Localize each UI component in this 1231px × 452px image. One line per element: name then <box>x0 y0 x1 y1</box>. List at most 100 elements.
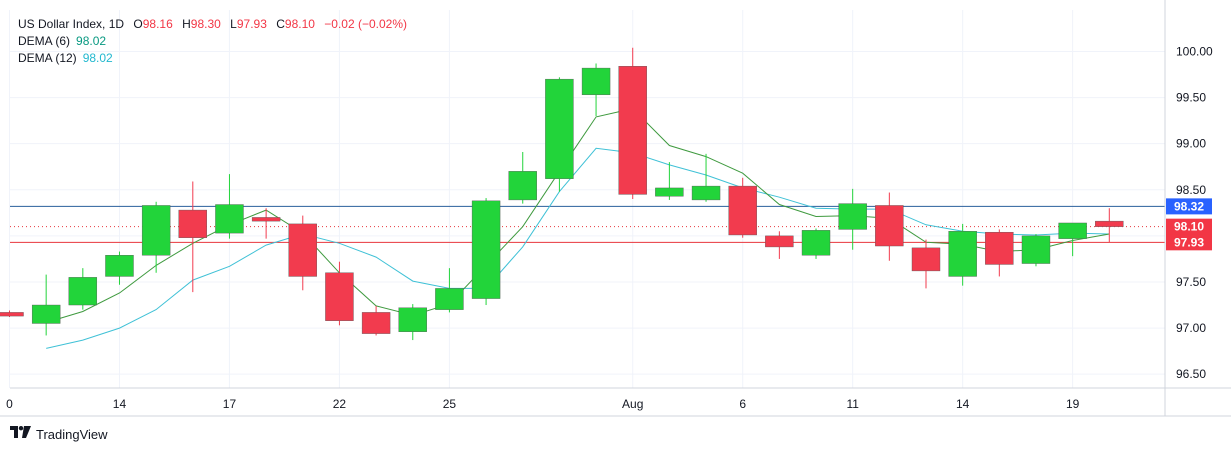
candle-down <box>0 310 24 318</box>
candle-up <box>801 228 831 259</box>
candle-body <box>545 78 574 179</box>
price-tag <box>1166 198 1212 215</box>
candle-down <box>361 305 391 336</box>
candle-up <box>215 174 244 239</box>
price-tag <box>1166 234 1212 251</box>
candle-body <box>838 203 867 230</box>
candle-body <box>581 67 611 96</box>
x-tick-label: 19 <box>1066 397 1080 411</box>
candle-up <box>398 304 427 341</box>
x-tick-label: 14 <box>956 397 970 411</box>
candle-body <box>691 185 721 201</box>
candle-body <box>618 66 647 195</box>
candle-up <box>655 162 684 200</box>
candle-body <box>325 272 354 321</box>
candle-body <box>765 235 794 248</box>
candle-up <box>948 223 977 286</box>
candle-up <box>1058 222 1087 257</box>
candle-body <box>0 312 24 317</box>
candle-up <box>141 201 171 273</box>
price-tag-label: 98.10 <box>1174 220 1204 234</box>
candles <box>0 47 1124 341</box>
candle-body <box>728 185 757 236</box>
candle-up <box>545 77 574 192</box>
candle-down <box>178 181 208 293</box>
change-value: −0.02 (−0.02%) <box>324 17 407 31</box>
candle-up <box>1021 234 1051 267</box>
dema12-label: DEMA (12) <box>18 51 77 65</box>
dema6-label: DEMA (6) <box>18 34 71 48</box>
candle-body <box>398 307 427 332</box>
candle-down <box>618 47 647 199</box>
candle-body <box>361 312 391 334</box>
candle-up <box>68 268 98 310</box>
symbol-title[interactable]: US Dollar Index, 1D <box>18 17 125 31</box>
price-tag-label: 98.32 <box>1174 199 1204 213</box>
low-value: 97.93 <box>236 17 267 31</box>
open-value: 98.16 <box>142 17 173 31</box>
candle-up <box>31 274 61 336</box>
candle-down <box>875 192 904 261</box>
candle-body <box>875 205 904 247</box>
price-tag <box>1166 218 1212 235</box>
candle-body <box>985 231 1014 265</box>
dema12-line <box>46 147 1110 349</box>
x-tick-label: 0 <box>6 397 13 411</box>
candle-up <box>105 251 134 285</box>
tradingview-logo-icon <box>10 426 32 442</box>
candle-body <box>911 247 941 272</box>
y-tick-label: 100.00 <box>1176 44 1213 58</box>
open-label: O <box>133 17 143 31</box>
price-tag-label: 97.93 <box>1174 235 1204 249</box>
x-tick-label: Aug <box>622 397 643 411</box>
y-tick-label: 96.50 <box>1176 367 1206 381</box>
candle-body <box>105 255 134 277</box>
candle-body <box>31 304 61 324</box>
x-tick-label: 14 <box>113 397 127 411</box>
dema12-row[interactable]: DEMA (12) 98.02 <box>18 50 407 67</box>
candle-up <box>691 153 721 202</box>
candle-down <box>288 215 317 291</box>
y-tick-label: 97.50 <box>1176 275 1206 289</box>
chart-legend: US Dollar Index, 1D O98.16 H98.30 L97.93… <box>18 16 407 67</box>
x-tick-label: 11 <box>846 397 859 411</box>
y-tick-label: 97.00 <box>1176 321 1206 335</box>
candle-down <box>911 239 941 289</box>
x-tick-label: 22 <box>333 397 347 411</box>
candle-down <box>325 261 354 326</box>
x-tick-label: 6 <box>739 397 746 411</box>
high-label: H <box>182 17 191 31</box>
candle-body <box>1021 235 1051 264</box>
candle-down <box>728 177 757 238</box>
close-label: C <box>276 17 285 31</box>
candle-body <box>288 223 317 277</box>
candle-body <box>215 204 244 234</box>
y-tick-label: 99.00 <box>1176 137 1206 151</box>
candle-body <box>251 217 281 222</box>
brand-name: TradingView <box>36 426 108 442</box>
candle-body <box>948 231 977 277</box>
candle-body <box>435 288 464 310</box>
high-value: 98.30 <box>190 17 221 31</box>
candle-body <box>141 205 171 256</box>
dema12-value: 98.02 <box>82 51 113 65</box>
candle-body <box>68 277 98 306</box>
x-tick-label: 25 <box>443 397 457 411</box>
tradingview-brand[interactable]: TradingView <box>10 426 108 442</box>
candle-body <box>1095 220 1124 227</box>
candle-up <box>508 151 537 204</box>
candle-up <box>471 198 501 306</box>
candle-body <box>471 200 501 299</box>
x-tick-label: 17 <box>223 397 237 411</box>
axes: 100.0099.5099.0098.5098.0097.5097.0096.5… <box>0 0 1231 417</box>
candle-body <box>801 230 831 256</box>
dema6-row[interactable]: DEMA (6) 98.02 <box>18 33 407 50</box>
close-value: 98.10 <box>284 17 315 31</box>
candle-body <box>178 209 208 238</box>
candle-body <box>1058 222 1087 239</box>
candle-down <box>251 208 281 239</box>
candle-down <box>765 231 794 259</box>
candle-up <box>435 268 464 313</box>
candle-up <box>581 63 611 117</box>
